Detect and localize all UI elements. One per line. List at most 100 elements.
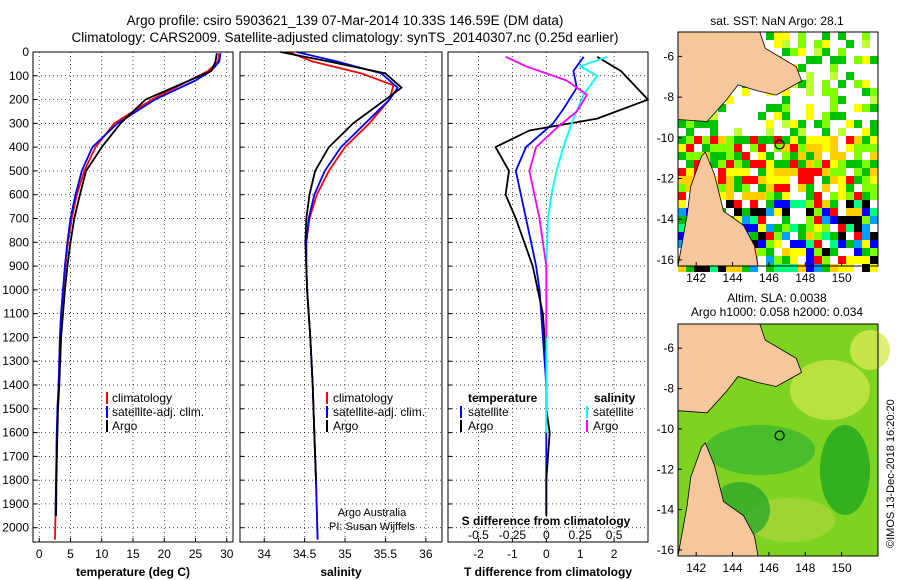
sst-cell <box>846 216 854 224</box>
sst-cell <box>862 192 870 200</box>
sst-cell <box>710 152 718 160</box>
map-xtick-label: 146 <box>759 271 779 285</box>
sst-cell <box>830 216 838 224</box>
sst-cell <box>766 136 774 144</box>
depth-tick-label: 1800 <box>2 473 29 487</box>
temperature-line-argo <box>55 53 218 516</box>
sst-cell <box>798 224 806 232</box>
sst-cell <box>822 264 830 272</box>
depth-axis: 0 100 200 300 400 500 600 700 800 900 1000 1100 1200… <box>2 45 29 535</box>
sst-cell <box>742 184 750 192</box>
sst-cell <box>766 208 774 216</box>
s-legend-satellite: satellite-adj. clim. <box>333 405 425 419</box>
sst-cell <box>686 152 694 160</box>
depth-tick-label: 500 <box>9 164 29 178</box>
temperature-legend: climatology satellite-adj. clim. Argo <box>106 391 204 433</box>
sst-cell <box>758 184 766 192</box>
sst-cell <box>782 232 790 240</box>
sst-cell <box>870 264 878 272</box>
sst-cell <box>806 248 814 256</box>
sst-cell <box>822 160 830 168</box>
sst-cell <box>798 80 806 88</box>
depth-tick-label: 2000 <box>2 521 29 535</box>
sst-cell <box>854 240 862 248</box>
sst-cell <box>862 224 870 232</box>
sst-map-frame <box>677 31 879 267</box>
sst-cell <box>750 136 758 144</box>
sst-cell <box>686 160 694 168</box>
australia-landmass <box>677 442 759 557</box>
sst-cell <box>798 120 806 128</box>
sst-cell <box>782 208 790 216</box>
sst-cell <box>830 72 838 80</box>
sst-cell <box>710 136 718 144</box>
sst-cell <box>814 256 822 264</box>
sst-cell <box>766 152 774 160</box>
sst-cell <box>782 88 790 96</box>
sst-cell <box>726 136 734 144</box>
sst-cell <box>870 184 878 192</box>
png-landmass <box>677 323 803 414</box>
sst-cell <box>686 184 694 192</box>
sst-cell <box>822 168 830 176</box>
sst-cell <box>862 56 870 64</box>
sst-cell <box>838 232 846 240</box>
sst-cell <box>790 136 798 144</box>
sst-cell <box>798 144 806 152</box>
legend-s-argo-swatch <box>586 420 588 432</box>
sla-anomaly-patch <box>820 425 870 515</box>
sst-cell <box>750 216 758 224</box>
legend-argo: Argo <box>112 419 138 433</box>
salinity-panel-frame <box>239 51 443 543</box>
map-xtick-label: 150 <box>832 271 852 285</box>
sst-cell <box>742 88 750 96</box>
temperature-x-label: temperature (deg C) <box>76 565 190 579</box>
sst-cell <box>750 192 758 200</box>
sst-cell <box>870 168 878 176</box>
sst-cell <box>846 184 854 192</box>
sst-cell <box>854 160 862 168</box>
temperature-panel: 0100200300400500600700800900100011001200… <box>2 45 233 579</box>
sst-cell <box>846 144 854 152</box>
s-legend-satellite-swatch <box>326 406 328 418</box>
legend-t-satellite: satellite <box>468 405 509 419</box>
sst-cell <box>734 152 742 160</box>
depth-tick-label: 300 <box>9 116 29 130</box>
temperature-xtick-label: 0 <box>36 547 43 561</box>
s-legend-argo: Argo <box>333 419 359 433</box>
sst-cell <box>854 152 862 160</box>
sst-cell <box>830 56 838 64</box>
sst-cell <box>694 264 702 272</box>
sst-cell <box>726 160 734 168</box>
map-ytick-label: -16 <box>657 543 675 557</box>
sst-cell <box>750 208 758 216</box>
sst-cell <box>742 216 750 224</box>
sst-cell <box>830 144 838 152</box>
sst-map-axes: 142 144 146 148 150 -6 -8 -10 -12 -14 -16 <box>657 49 852 285</box>
sst-cell <box>710 128 718 136</box>
sst-cell <box>790 144 798 152</box>
s-legend-argo-swatch <box>326 420 328 432</box>
sst-cell <box>750 264 758 272</box>
sst-cell <box>750 176 758 184</box>
s-legend-climatology-swatch <box>326 392 328 404</box>
sst-cell <box>686 136 694 144</box>
sst-cell <box>846 120 854 128</box>
temperature-grid <box>33 51 233 542</box>
sst-cell <box>742 176 750 184</box>
sst-cell <box>870 232 878 240</box>
sst-cell <box>774 40 782 48</box>
sst-cell <box>838 128 846 136</box>
sla-anomaly-patch <box>850 330 890 370</box>
sst-cell <box>782 144 790 152</box>
sst-cell <box>854 56 862 64</box>
sst-cell <box>798 32 806 40</box>
sst-cell <box>678 224 686 232</box>
sst-cell <box>838 176 846 184</box>
sst-cell <box>686 120 694 128</box>
sst-cell <box>870 104 878 112</box>
sst-cell <box>806 112 814 120</box>
sst-cell <box>782 48 790 56</box>
pi-note: PI: Susan Wijffels <box>329 521 415 533</box>
t-difference-x-axis: -2 -1 0 1 2 <box>473 538 618 561</box>
